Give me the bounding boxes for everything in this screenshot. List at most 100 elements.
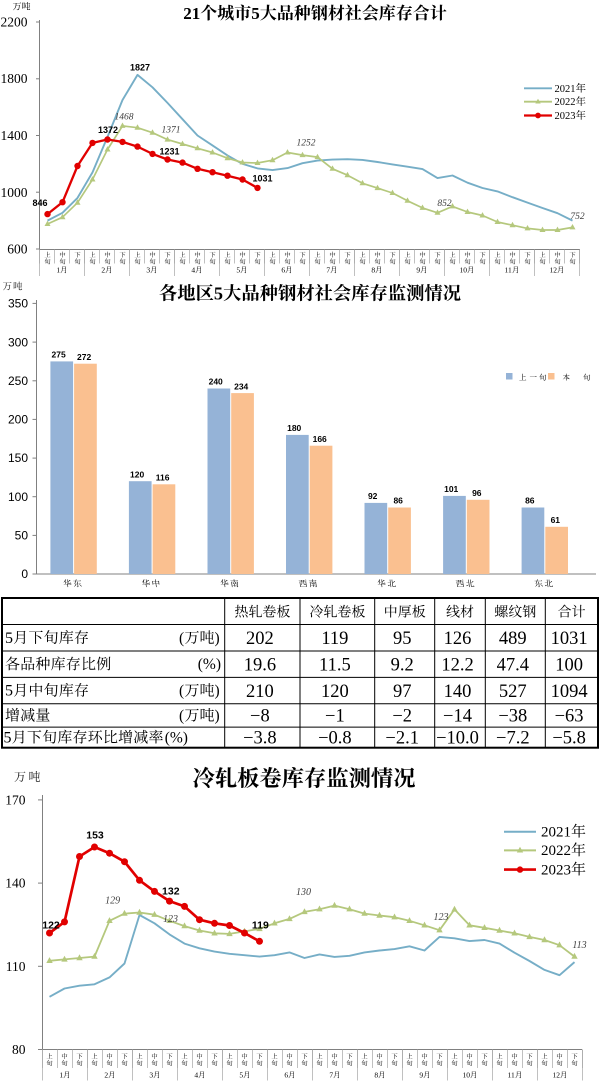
svg-text:752: 752 — [570, 212, 585, 222]
svg-text:11.5: 11.5 — [319, 655, 351, 675]
svg-text:−38: −38 — [498, 707, 527, 727]
svg-text:12: 12 — [550, 266, 558, 275]
svg-text:5: 5 — [5, 683, 13, 700]
svg-text:123: 123 — [434, 912, 449, 923]
svg-text:9: 9 — [419, 1071, 423, 1080]
svg-text:846: 846 — [32, 198, 47, 208]
svg-text:132: 132 — [162, 886, 180, 898]
svg-text:275: 275 — [52, 350, 66, 360]
svg-text:−5.8: −5.8 — [552, 729, 586, 749]
svg-text:100: 100 — [8, 490, 28, 504]
svg-text:1371: 1371 — [162, 126, 181, 136]
svg-text:170: 170 — [5, 793, 26, 808]
svg-text:1827: 1827 — [130, 63, 150, 73]
svg-text:153: 153 — [86, 830, 104, 842]
svg-text:(: ( — [179, 708, 184, 725]
svg-text:600: 600 — [7, 242, 28, 257]
svg-text:250: 250 — [8, 374, 28, 388]
svg-text:130: 130 — [296, 887, 311, 898]
svg-text:1468: 1468 — [115, 113, 134, 123]
svg-text:6: 6 — [284, 1071, 288, 1080]
svg-text:): ) — [215, 630, 220, 647]
svg-text:80: 80 — [12, 1042, 26, 1057]
svg-text:202: 202 — [246, 629, 274, 649]
svg-text:5: 5 — [5, 630, 13, 647]
svg-text:1031: 1031 — [551, 629, 588, 649]
svg-text:(%): (%) — [165, 729, 188, 746]
svg-text:1231: 1231 — [159, 147, 179, 157]
svg-text:50: 50 — [15, 529, 29, 543]
svg-text:−63: −63 — [555, 707, 584, 727]
svg-text:61: 61 — [551, 515, 561, 525]
svg-text:2022: 2022 — [541, 843, 571, 859]
svg-text:1: 1 — [56, 266, 60, 275]
svg-text:2200: 2200 — [1, 15, 28, 30]
svg-text:2022: 2022 — [555, 97, 576, 108]
svg-text:2023: 2023 — [555, 111, 576, 122]
svg-text:12.2: 12.2 — [441, 655, 473, 675]
svg-text:140: 140 — [5, 876, 26, 891]
svg-text:123: 123 — [163, 914, 178, 925]
svg-text:300: 300 — [8, 335, 28, 349]
svg-text:200: 200 — [8, 413, 28, 427]
svg-text:10: 10 — [460, 266, 468, 275]
svg-text:2021: 2021 — [541, 825, 571, 841]
svg-text:11: 11 — [508, 1071, 515, 1080]
svg-text:−7.2: −7.2 — [496, 729, 530, 749]
svg-text:96: 96 — [472, 488, 482, 498]
svg-text:(: ( — [179, 683, 184, 700]
svg-text:140: 140 — [444, 682, 472, 702]
svg-text:−8: −8 — [250, 707, 270, 727]
svg-text:5: 5 — [251, 4, 260, 23]
svg-text:−3.8: −3.8 — [243, 729, 277, 749]
svg-text:166: 166 — [313, 434, 327, 444]
svg-text:119: 119 — [321, 629, 348, 649]
svg-text:210: 210 — [246, 682, 274, 702]
svg-text:110: 110 — [6, 959, 26, 974]
svg-text:1252: 1252 — [297, 139, 316, 149]
svg-text:2023: 2023 — [541, 862, 571, 878]
svg-text:101: 101 — [444, 484, 458, 494]
svg-text:47.4: 47.4 — [497, 655, 529, 675]
svg-text:0: 0 — [21, 567, 28, 581]
svg-text:120: 120 — [130, 469, 144, 479]
svg-text:489: 489 — [499, 629, 527, 649]
svg-text:(: ( — [179, 630, 184, 647]
svg-text:6: 6 — [281, 266, 285, 275]
svg-text:5: 5 — [4, 729, 12, 746]
svg-text:7: 7 — [329, 1071, 333, 1080]
svg-text:150: 150 — [8, 451, 28, 465]
svg-text:21: 21 — [183, 4, 200, 23]
svg-text:−10.0: −10.0 — [436, 729, 479, 749]
svg-text:3: 3 — [149, 1071, 153, 1080]
svg-text:1800: 1800 — [1, 71, 28, 86]
svg-text:12: 12 — [553, 1071, 561, 1080]
svg-text:10: 10 — [463, 1071, 471, 1080]
svg-text:1400: 1400 — [1, 128, 28, 143]
svg-text:1372: 1372 — [98, 125, 118, 135]
svg-text:97: 97 — [393, 682, 412, 702]
svg-text:86: 86 — [393, 496, 403, 506]
svg-text:86: 86 — [525, 496, 535, 506]
svg-text:4: 4 — [194, 1071, 198, 1080]
svg-text:11: 11 — [505, 266, 512, 275]
svg-text:): ) — [215, 683, 220, 700]
svg-text:8: 8 — [374, 1071, 378, 1080]
svg-text:4: 4 — [191, 266, 195, 275]
svg-text:113: 113 — [572, 940, 586, 951]
svg-text:8: 8 — [371, 266, 375, 275]
svg-text:−0.8: −0.8 — [318, 729, 352, 749]
svg-text:92: 92 — [368, 491, 378, 501]
svg-text:129: 129 — [105, 896, 120, 907]
svg-text:5: 5 — [214, 284, 223, 304]
svg-text:95: 95 — [393, 629, 412, 649]
svg-text:3: 3 — [146, 266, 150, 275]
svg-text:119: 119 — [252, 920, 269, 932]
svg-text:19.6: 19.6 — [244, 655, 276, 675]
svg-text:527: 527 — [499, 682, 527, 702]
svg-text:2: 2 — [101, 266, 105, 275]
svg-text:234: 234 — [234, 381, 248, 391]
svg-text:(%): (%) — [198, 656, 221, 673]
svg-text:116: 116 — [156, 473, 170, 483]
svg-text:5: 5 — [239, 1071, 243, 1080]
